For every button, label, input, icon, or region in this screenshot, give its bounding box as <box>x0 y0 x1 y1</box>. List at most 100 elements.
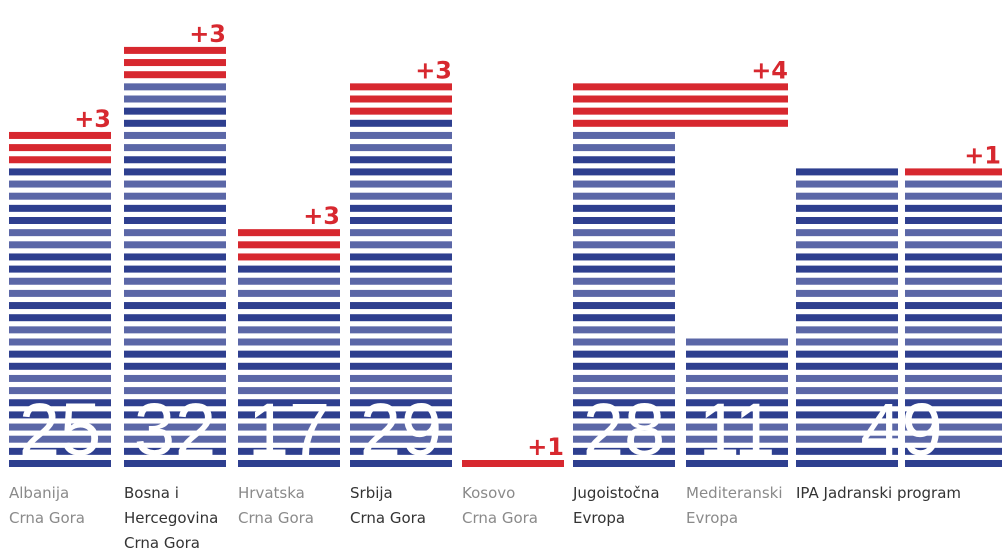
stripe <box>9 180 111 188</box>
stripe <box>9 338 111 346</box>
stripe <box>905 447 1002 455</box>
stripe <box>124 83 226 91</box>
stripe <box>796 338 898 346</box>
category-label: Kosovo <box>462 484 515 502</box>
stripe <box>9 131 111 139</box>
stripe <box>350 338 452 346</box>
stripe <box>9 350 111 358</box>
stripe <box>9 387 111 395</box>
stripe <box>573 302 675 310</box>
stripe <box>573 253 675 261</box>
stripe <box>796 217 898 224</box>
stripe <box>350 204 452 212</box>
stripe <box>796 460 898 467</box>
stripe <box>124 362 226 370</box>
stripe <box>350 423 452 431</box>
stripe <box>124 217 226 224</box>
category-label: Bosna i <box>124 484 179 502</box>
stripe <box>124 253 226 261</box>
value-label: 32 <box>134 388 216 471</box>
stripe <box>9 460 111 467</box>
stripe <box>905 399 1002 407</box>
stripe <box>350 83 452 91</box>
category-label: Crna Gora <box>238 509 314 527</box>
stripe <box>238 326 340 334</box>
stripe <box>686 374 788 382</box>
stripe <box>573 289 675 297</box>
stripe <box>238 277 340 285</box>
stripe <box>686 362 788 370</box>
stripe <box>905 326 1002 334</box>
stripe <box>350 119 452 127</box>
stripe <box>796 326 898 334</box>
stripe <box>350 447 452 455</box>
added-label: +1 <box>964 141 1001 169</box>
stripe <box>9 229 111 237</box>
stripe <box>573 192 675 200</box>
stripe <box>573 168 675 176</box>
stripe <box>124 447 226 455</box>
stripe <box>9 362 111 370</box>
stripe <box>686 460 788 467</box>
stripe <box>350 229 452 237</box>
stripe <box>124 277 226 285</box>
stripe <box>124 350 226 358</box>
category-label: Evropa <box>686 509 738 527</box>
category-label: Crna Gora <box>350 509 426 527</box>
stripe <box>573 460 675 467</box>
stripe <box>124 265 226 273</box>
added-label: +3 <box>74 105 111 133</box>
stripe <box>9 204 111 212</box>
added-label: +3 <box>415 56 452 84</box>
stripe <box>796 277 898 285</box>
stripe <box>350 460 452 467</box>
stripe <box>905 314 1002 322</box>
stripe <box>905 204 1002 212</box>
stripe <box>124 399 226 407</box>
stripe <box>124 302 226 310</box>
stripe <box>9 302 111 310</box>
stripe <box>9 326 111 334</box>
value-label: 25 <box>19 388 101 471</box>
stripe <box>124 411 226 419</box>
stripe <box>686 387 788 395</box>
stripe <box>9 156 111 164</box>
stripe <box>796 350 898 358</box>
stripe <box>573 241 675 249</box>
stripe <box>9 217 111 224</box>
category-label: Jugoistočna <box>572 484 660 502</box>
stripe <box>238 399 340 407</box>
category-label: Hercegovina <box>124 509 218 527</box>
stripe <box>9 314 111 322</box>
stripe <box>573 229 675 237</box>
stripe <box>796 302 898 310</box>
stripe <box>573 156 675 164</box>
stripe <box>238 460 340 467</box>
stripe <box>350 326 452 334</box>
stripe <box>796 180 898 188</box>
stripe <box>124 460 226 467</box>
value-label: 11 <box>699 388 776 471</box>
stripe <box>238 362 340 370</box>
stripe <box>124 180 226 188</box>
stripe <box>686 338 788 346</box>
stripe <box>9 277 111 285</box>
stripe <box>796 399 898 407</box>
stripe <box>796 411 898 419</box>
stripe <box>350 131 452 139</box>
stripe <box>124 387 226 395</box>
stripe <box>573 217 675 224</box>
stripe <box>124 119 226 127</box>
stripe <box>238 241 340 249</box>
stripe <box>796 253 898 261</box>
stripe <box>350 107 452 115</box>
stripe <box>573 107 788 115</box>
stripe <box>124 71 226 79</box>
stripe <box>350 435 452 443</box>
stripe <box>796 435 898 443</box>
stripe <box>905 460 1002 467</box>
category-label: Hrvatska <box>238 484 305 502</box>
stripe <box>238 374 340 382</box>
stripe <box>124 144 226 152</box>
